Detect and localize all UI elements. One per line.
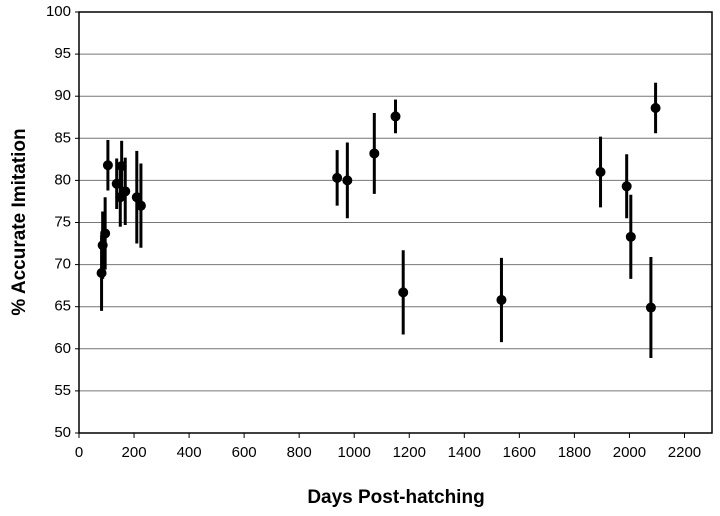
- point: [645, 302, 656, 313]
- point: [342, 175, 353, 186]
- point: [102, 160, 113, 171]
- plot-frame: [78, 11, 713, 434]
- y-tick-label: 80: [54, 171, 71, 188]
- x-tick-label: 200: [122, 444, 147, 461]
- x-tick-label: 1400: [448, 444, 481, 461]
- y-tick-label: 50: [54, 424, 71, 441]
- x-tick-label: 600: [232, 444, 257, 461]
- point: [625, 231, 636, 242]
- x-tick-label: 2200: [668, 444, 701, 461]
- y-tick-label: 60: [54, 340, 71, 357]
- x-tick-label: 1000: [338, 444, 371, 461]
- point: [332, 172, 343, 183]
- point: [496, 294, 507, 305]
- point: [120, 186, 131, 197]
- point: [621, 181, 632, 192]
- y-tick-label: 70: [54, 256, 71, 273]
- point: [100, 228, 111, 239]
- x-tick-label: 1200: [393, 444, 426, 461]
- x-tick-label: 800: [287, 444, 312, 461]
- point: [135, 200, 146, 211]
- x-tick-label: 2000: [613, 444, 646, 461]
- y-axis-label: % Accurate Imitation: [9, 128, 30, 315]
- y-tick-label: 90: [54, 87, 71, 104]
- point: [398, 287, 409, 298]
- x-tick-label: 0: [75, 444, 83, 461]
- x-tick-label: 400: [177, 444, 202, 461]
- x-tick-label: 1600: [503, 444, 536, 461]
- y-tick-label: 100: [46, 3, 71, 20]
- point: [650, 102, 661, 113]
- point: [369, 148, 380, 159]
- x-tick-label: 1800: [558, 444, 591, 461]
- point: [390, 111, 401, 122]
- y-tick-label: 65: [54, 298, 71, 315]
- x-axis-label: Days Post-hatching: [307, 487, 484, 508]
- y-tick-label: 95: [54, 45, 71, 62]
- y-tick-label: 75: [54, 213, 71, 230]
- point: [131, 192, 142, 203]
- y-tick-label: 85: [54, 129, 71, 146]
- y-tick-label: 55: [54, 382, 71, 399]
- point: [595, 166, 606, 177]
